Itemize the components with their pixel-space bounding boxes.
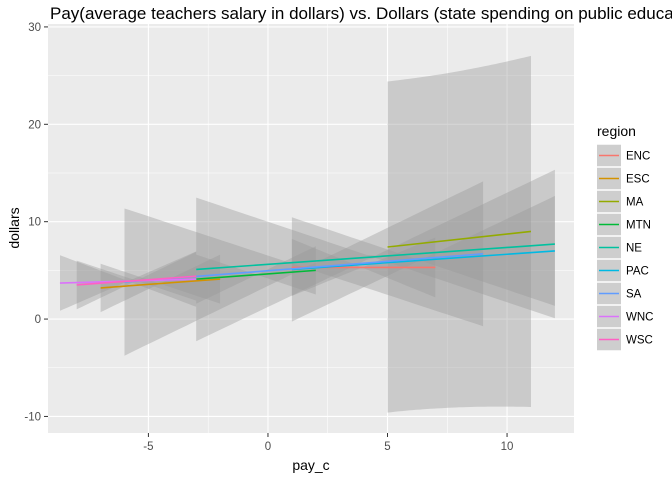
y-tick-label: -10 xyxy=(24,411,41,423)
legend: region ENC ESC MA MTN NE PAC SA WNC WSC xyxy=(597,123,653,351)
series-line-esc xyxy=(100,278,221,289)
band-ma xyxy=(387,55,531,413)
y-tick-label: 30 xyxy=(28,22,41,34)
x-axis-title: pay_c xyxy=(292,457,329,473)
y-axis-title: dollars xyxy=(6,207,22,248)
legend-label-enc: ENC xyxy=(626,151,650,163)
legend-label-wsc: WSC xyxy=(626,335,653,347)
x-tick-label: 10 xyxy=(501,441,514,453)
x-tick-label: 0 xyxy=(265,441,271,453)
legend-title: region xyxy=(597,123,636,139)
axis-ticks: -5 0 5 10 -10 0 10 20 30 xyxy=(24,22,513,453)
series-line-ne xyxy=(196,243,555,271)
legend-label-pac: PAC xyxy=(626,266,649,278)
legend-label-ma: MA xyxy=(626,197,644,209)
band-sa xyxy=(124,181,484,356)
confidence-bands xyxy=(60,55,555,413)
series-lines xyxy=(59,230,555,289)
x-tick-label: 5 xyxy=(384,441,390,453)
band-esc xyxy=(100,254,221,313)
panel-background xyxy=(48,24,574,433)
chart-title: Pay(average teachers salary in dollars) … xyxy=(50,4,672,23)
series-line-pac xyxy=(291,250,555,271)
band-ne xyxy=(196,169,555,342)
grid-lines xyxy=(48,24,574,433)
series-line-mtn xyxy=(196,269,316,280)
y-tick-label: 20 xyxy=(28,119,41,131)
legend-label-wnc: WNC xyxy=(626,312,653,324)
series-line-wsc xyxy=(76,275,197,286)
y-tick-label: 10 xyxy=(28,217,41,229)
legend-label-esc: ESC xyxy=(626,174,650,186)
y-tick-label: 0 xyxy=(35,314,41,326)
legend-label-sa: SA xyxy=(626,289,642,301)
series-line-ma xyxy=(387,230,532,248)
x-tick-label: -5 xyxy=(143,441,153,453)
band-pac xyxy=(291,195,555,322)
legend-label-ne: NE xyxy=(626,243,642,255)
legend-label-mtn: MTN xyxy=(626,220,651,232)
